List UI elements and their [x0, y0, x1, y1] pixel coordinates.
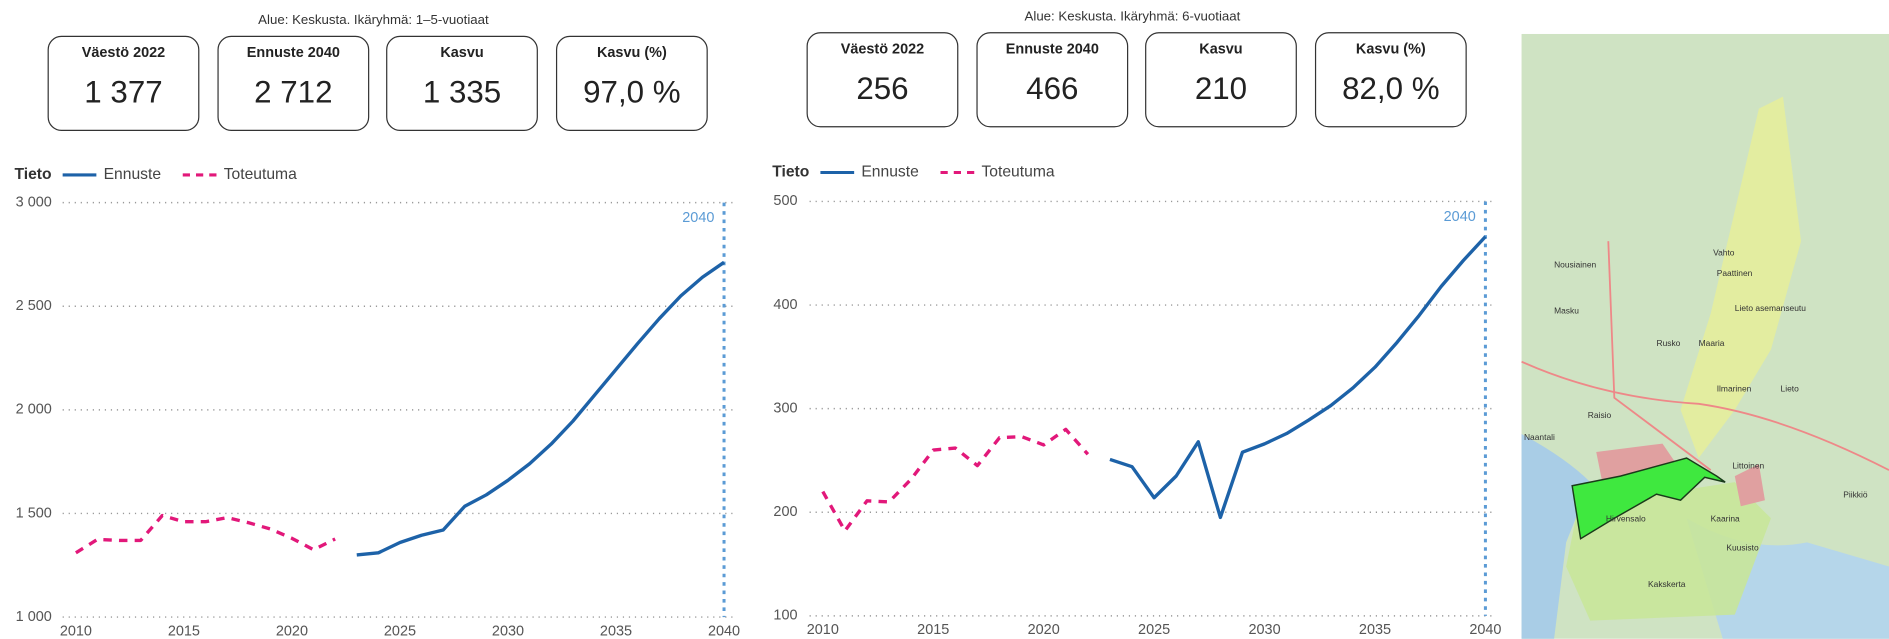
map-label: Lieto	[1781, 384, 1800, 394]
kpi-value: 1 377	[84, 74, 162, 109]
map-label: Naantali	[1524, 432, 1555, 442]
series-line	[821, 427, 1090, 533]
kpi-value: 2 712	[254, 74, 332, 109]
y-tick-label: 2 000	[16, 402, 52, 418]
series-line	[356, 260, 725, 557]
kpi-label: Väestö 2022	[82, 45, 165, 61]
legend-title: Tieto	[14, 166, 51, 183]
x-tick-label: 2035	[600, 623, 632, 639]
map-area	[1734, 464, 1765, 507]
x-tick-label: 2025	[384, 623, 416, 639]
y-tick-label: 200	[773, 504, 797, 520]
map-label: Kuusisto	[1726, 543, 1759, 553]
x-tick-label: 2020	[276, 623, 308, 639]
x-tick-label: 2015	[917, 622, 949, 638]
x-tick-label: 2040	[1469, 622, 1501, 638]
legend-label: Ennuste	[861, 164, 919, 181]
y-tick-label: 1 000	[16, 609, 52, 625]
marker-label: 2040	[1444, 209, 1476, 225]
kpi-label: Väestö 2022	[841, 41, 924, 57]
series-line	[1109, 235, 1487, 520]
map-selected-area	[1571, 457, 1726, 540]
x-tick-label: 2030	[492, 623, 524, 639]
kpi-value: 210	[1195, 71, 1247, 106]
kpi-label: Kasvu (%)	[597, 45, 667, 61]
y-tick-label: 400	[773, 297, 797, 313]
kpi-card	[47, 35, 200, 131]
legend-label: Toteutuma	[224, 166, 297, 183]
legend-label: Toteutuma	[981, 164, 1054, 181]
kpi-label: Ennuste 2040	[1006, 41, 1099, 57]
x-tick-label: 2015	[168, 623, 200, 639]
y-tick-label: 2 500	[16, 298, 52, 314]
map-label: Kakskerta	[1648, 579, 1686, 589]
x-tick-label: 2040	[708, 623, 740, 639]
y-tick-label: 300	[773, 400, 797, 416]
x-tick-label: 2025	[1138, 622, 1170, 638]
kpi-value: 82,0 %	[1342, 71, 1439, 106]
map-label: Maaria	[1699, 338, 1725, 348]
map-area	[1680, 96, 1802, 459]
kpi-value: 466	[1026, 71, 1078, 106]
map-road	[1607, 241, 1712, 471]
map-label: Piikkiö	[1843, 490, 1868, 500]
kpi-label: Kasvu (%)	[1356, 41, 1426, 57]
marker-label: 2040	[682, 210, 714, 226]
x-tick-label: 2010	[60, 623, 92, 639]
kpi-label: Kasvu	[440, 45, 483, 61]
kpi-card	[806, 32, 959, 128]
map-label: Hirvensalo	[1606, 514, 1646, 524]
map-label: Nousiainen	[1554, 260, 1596, 270]
legend-title: Tieto	[772, 164, 809, 181]
kpi-card	[386, 35, 538, 131]
y-tick-label: 3 000	[16, 194, 52, 210]
map-label: Kaarina	[1711, 514, 1740, 524]
map-label: Raisio	[1588, 410, 1612, 420]
map-label: Ilmarinen	[1717, 384, 1752, 394]
x-tick-label: 2010	[807, 622, 839, 638]
kpi-card	[217, 35, 370, 131]
map-label: Masku	[1554, 305, 1579, 315]
x-tick-label: 2030	[1248, 622, 1280, 638]
kpi-label: Ennuste 2040	[247, 45, 340, 61]
kpi-card	[1145, 32, 1297, 128]
map: Nousiainen Vahto Paattinen Masku Lieto asema…	[1521, 33, 1889, 639]
x-tick-label: 2035	[1359, 622, 1391, 638]
kpi-card	[1314, 32, 1467, 128]
kpi-label: Kasvu	[1199, 41, 1242, 57]
map-label: Vahto	[1713, 247, 1735, 257]
map-label: Rusko	[1656, 338, 1680, 348]
kpi-value: 256	[856, 71, 908, 106]
panel-caption: Alue: Keskusta. Ikäryhmä: 6-vuotiaat	[1025, 9, 1241, 24]
x-tick-label: 2020	[1028, 622, 1060, 638]
y-tick-label: 1 500	[16, 505, 52, 521]
kpi-value: 97,0 %	[583, 74, 681, 109]
kpi-value: 1 335	[423, 74, 501, 109]
map-label: Paattinen	[1717, 268, 1753, 278]
y-tick-label: 500	[773, 193, 797, 209]
map-road	[1521, 360, 1889, 471]
kpi-card	[555, 35, 708, 131]
legend-label: Ennuste	[104, 166, 162, 183]
kpi-card	[976, 32, 1129, 128]
map-label: Lieto asemanseutu	[1735, 303, 1806, 313]
panel-caption: Alue: Keskusta. Ikäryhmä: 1–5-vuotiaat	[258, 12, 489, 27]
y-tick-label: 100	[773, 608, 797, 624]
series-line	[75, 513, 336, 555]
map-label: Littoinen	[1732, 461, 1764, 471]
